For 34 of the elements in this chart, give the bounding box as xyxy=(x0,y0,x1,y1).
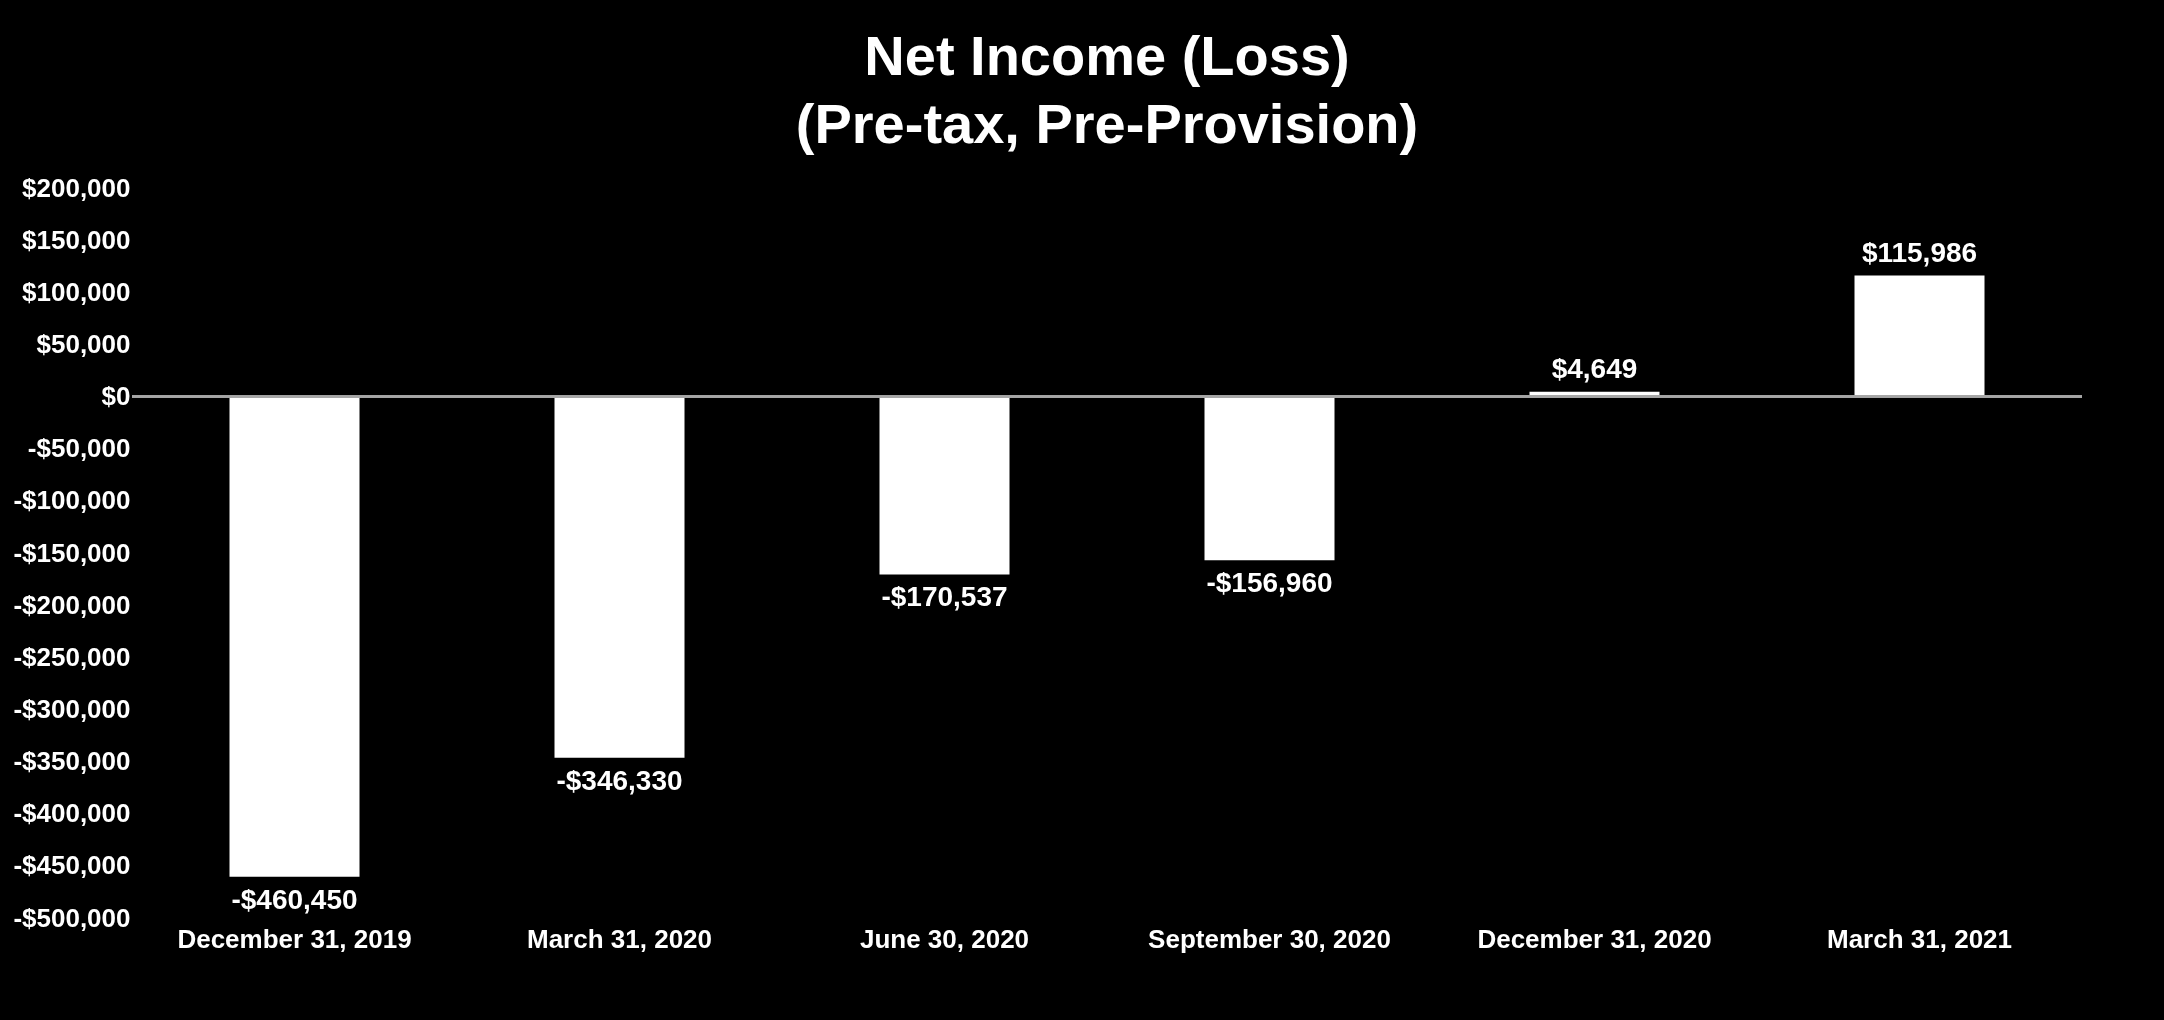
bar xyxy=(554,396,685,758)
y-tick-label: $150,000 xyxy=(22,224,131,255)
bar xyxy=(1854,275,1985,397)
y-tick-label: -$450,000 xyxy=(13,850,131,881)
y-tick-label: -$400,000 xyxy=(13,798,131,829)
data-label: -$346,330 xyxy=(556,764,683,796)
y-tick-label: -$250,000 xyxy=(13,641,131,672)
x-tick-label: March 31, 2020 xyxy=(526,923,713,954)
y-tick-label: -$200,000 xyxy=(13,589,131,620)
y-tick-label: -$150,000 xyxy=(13,537,131,568)
y-tick-label: -$350,000 xyxy=(13,746,131,777)
chart-subtitle: (Pre-tax, Pre-Provision) xyxy=(795,92,1419,155)
y-tick-label: -$100,000 xyxy=(13,485,131,516)
y-tick-label: -$50,000 xyxy=(27,433,131,464)
data-label: -$156,960 xyxy=(1206,567,1333,599)
x-tick-label: September 30, 2020 xyxy=(1148,923,1391,954)
data-label: $115,986 xyxy=(1861,236,1978,268)
x-tick-label: December 31, 2020 xyxy=(1477,923,1712,954)
y-tick-label: $50,000 xyxy=(36,328,131,359)
y-tick-label: -$500,000 xyxy=(13,902,131,933)
y-tick-label: $100,000 xyxy=(22,276,131,307)
x-tick-label: December 31, 2019 xyxy=(177,923,412,954)
chart-title: Net Income (Loss) xyxy=(864,24,1350,87)
y-tick-label: -$300,000 xyxy=(13,693,131,724)
x-tick-label: March 31, 2021 xyxy=(1826,923,2013,954)
x-tick-label: June 30, 2020 xyxy=(859,923,1030,954)
bar xyxy=(1204,396,1335,561)
data-label: -$460,450 xyxy=(231,883,358,915)
data-label: $4,649 xyxy=(1551,352,1638,384)
y-tick-label: $200,000 xyxy=(22,172,131,203)
bar xyxy=(879,396,1010,575)
y-tick-label: $0 xyxy=(101,381,131,412)
bar xyxy=(229,396,360,877)
data-label: -$170,537 xyxy=(881,581,1008,613)
